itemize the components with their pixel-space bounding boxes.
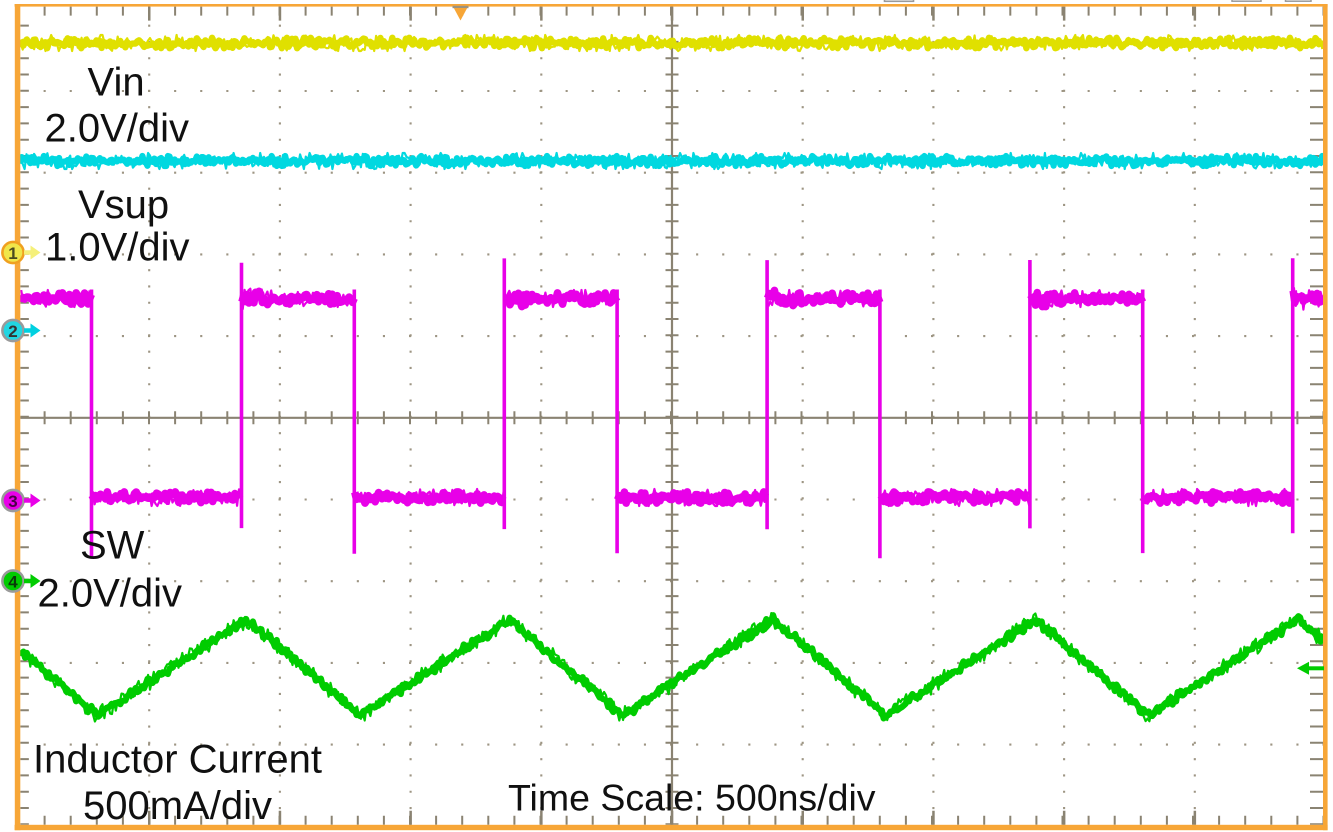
svg-text:4: 4 xyxy=(8,573,18,592)
svg-text:1.0V/div: 1.0V/div xyxy=(45,226,190,270)
svg-text:Time Scale: 500ns/div: Time Scale: 500ns/div xyxy=(508,777,876,819)
svg-text:1: 1 xyxy=(8,244,17,263)
svg-text:SW: SW xyxy=(80,524,145,568)
svg-text:2: 2 xyxy=(8,322,17,341)
svg-text:Vsup: Vsup xyxy=(78,183,169,227)
svg-text:3: 3 xyxy=(8,492,17,511)
svg-text:2.0V/div: 2.0V/div xyxy=(45,107,190,151)
svg-text:2.0V/div: 2.0V/div xyxy=(38,572,183,616)
svg-text:Inductor Current: Inductor Current xyxy=(33,738,322,782)
svg-text:Vin: Vin xyxy=(88,61,145,105)
svg-text:500mA/div: 500mA/div xyxy=(83,784,272,828)
